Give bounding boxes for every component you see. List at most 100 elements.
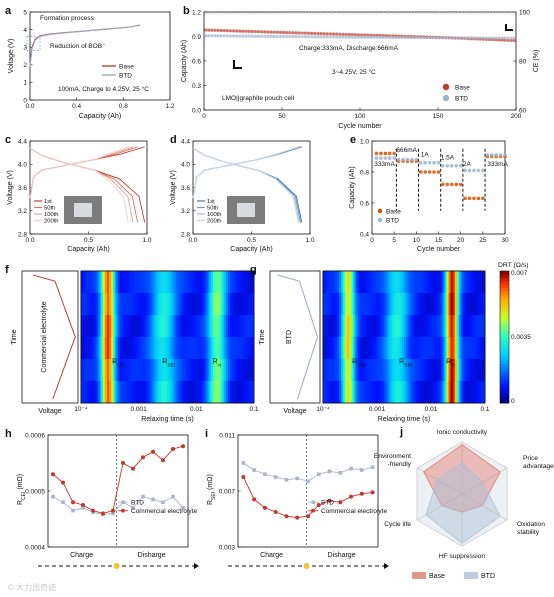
e-point [423,170,428,174]
b-capacity-point [372,35,376,39]
b-capacity-point [297,35,301,39]
i-point [316,503,321,507]
f-heat-cell [111,337,114,360]
g-heat-cell [408,381,411,404]
g-heat-cell [391,293,395,316]
b-capacity-point [353,35,357,39]
g-heat-cell [347,293,350,316]
g-heat-cell [329,315,332,338]
g-heat-cell [406,337,409,360]
e-rate-label: 666mA [396,147,417,154]
f-heat-cell [215,359,218,382]
b-ce-point [507,11,510,14]
b-capacity-point [431,36,435,40]
b-capacity-point [500,36,504,40]
b-capacity-point [244,29,248,33]
g-heat-cell [401,315,405,338]
colorbar-min: 0 [511,398,515,405]
g-heat-cell [476,381,480,404]
b-ce-point [341,11,344,14]
b-capacity-point [278,30,283,34]
f-heat-cell [81,315,84,338]
g-heat-cell [339,315,342,338]
g-heat-cell [436,271,439,294]
g-heat-cell [434,271,437,294]
g-heat-cell [383,337,387,360]
f-heat-cell [128,381,132,404]
g-heat-cell [470,293,474,316]
f-heat-cell [145,271,149,294]
g-heat-cell [387,293,391,316]
f-heat-cell [119,337,123,360]
b-capacity-point [462,36,467,40]
a-xtick-label: 0.4 [72,103,81,110]
g-heat-cell [387,337,391,360]
g-heat-cell [359,315,362,338]
g-heat-cell [331,315,334,338]
f-heat-cell [251,315,255,338]
f-heat-cell [167,315,171,338]
f-heat-cell [132,271,136,294]
g-heat-cell [442,337,445,360]
g-heat-cell [442,271,445,294]
g-heat-cell [359,381,362,404]
g-heat-cell [444,337,447,360]
h-legend-marker [121,500,125,504]
g-heat-cell [426,293,429,316]
f-heat-cell [119,293,123,316]
f-heat-cell [109,315,112,338]
colorbar-step [500,304,509,308]
panel-letter: j [399,426,403,438]
f-heat-cell [104,359,108,382]
a-xtick-label: 0.8 [119,103,128,110]
b-capacity-point [216,28,220,33]
f-heat-cell [89,359,93,382]
f-heat-cell [223,337,227,360]
g-heat-cell [418,337,421,360]
f-heat-cell [169,315,173,338]
g-heat-cell [385,271,389,294]
g-heat-cell [379,337,383,360]
b-annot-cell: LMO||graphite pouch cell [222,95,295,102]
g-heat-cell [410,315,413,338]
g-xtick-label: 0.001 [369,406,386,413]
g-heat-cell [341,315,344,338]
f-heat-cell [191,315,194,338]
colorbar-max: 0.007 [511,270,528,277]
g-heat-cell [399,293,403,316]
e-point [489,153,494,157]
b-ce-point [245,12,248,15]
f-heat-cell [161,359,164,382]
g-heat-cell [367,271,370,294]
g-heat-cell [357,293,360,316]
f-heat-cell [202,293,205,316]
f-heat-cell [210,293,214,316]
f-heat-cell [156,293,160,316]
f-heat-cell [173,293,177,316]
g-xtick-label: 0.1 [480,406,489,413]
g-heat-cell [399,359,403,382]
g-heat-cell [410,271,413,294]
f-heat-cell [243,271,246,294]
j-legend-label: BTD [481,573,495,580]
b-capacity-point [247,34,251,38]
i-point [338,500,343,505]
g-heat-cell [361,271,364,294]
b-capacity-point [281,30,286,35]
g-heat-cell [480,337,484,360]
f-heat-cell [148,381,151,404]
g-heat-cell [373,337,377,360]
f-heat-cell [197,381,201,404]
a-ytick-label: 4 [23,27,27,34]
e-point [414,157,419,162]
g-heat-cell [367,337,370,360]
f-heat-cell [111,359,114,382]
g-heat-cell [480,381,484,404]
f-heat-cell [219,381,222,404]
colorbar-step [500,376,509,381]
b-capacity-point [213,28,217,32]
b-ce-point [485,11,488,14]
b-ce-point [213,12,216,15]
g-heat-cell [349,293,352,316]
f-heat-cell [87,337,91,360]
